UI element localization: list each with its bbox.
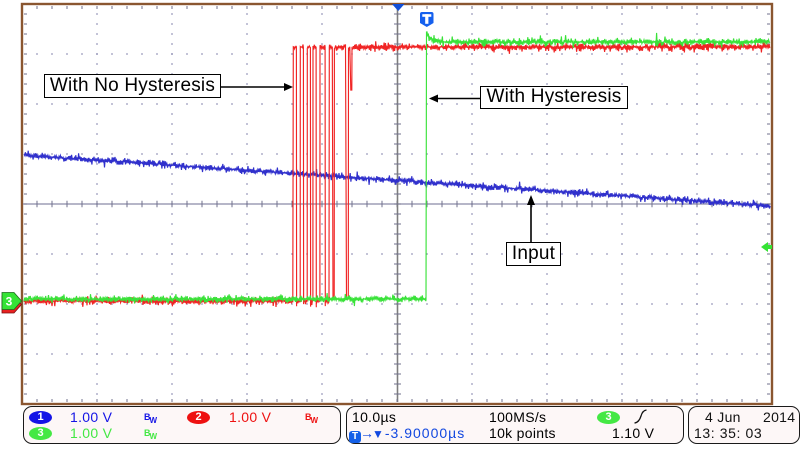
svg-text:3: 3: [6, 295, 13, 309]
